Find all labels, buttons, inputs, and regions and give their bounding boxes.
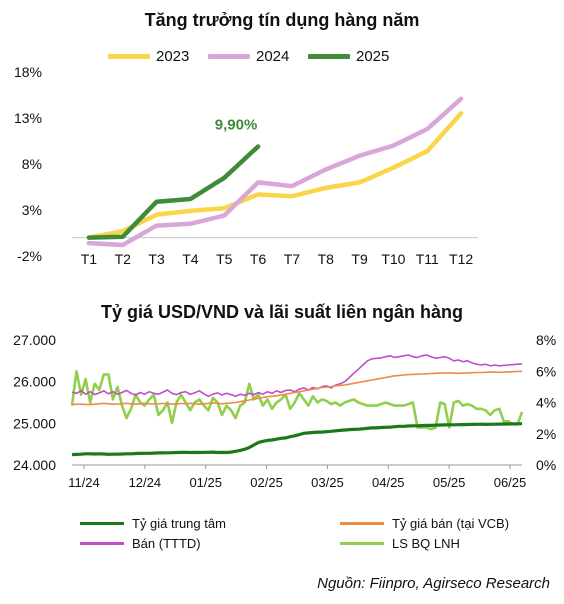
y-left-tick-label: 24.000 <box>13 457 56 473</box>
series-line-Bán (TTTD) <box>71 354 523 398</box>
series-line-2024 <box>86 96 464 248</box>
y-right-tick-label: 0% <box>536 457 556 473</box>
y-right-tick-label: 8% <box>536 332 556 348</box>
y-tick-label: 18% <box>14 64 42 80</box>
y-right-tick-label: 6% <box>536 363 556 379</box>
chart2-title: Tỷ giá USD/VND và lãi suất liên ngân hàn… <box>100 302 464 322</box>
series-line-Tỷ giá trung tâm <box>71 422 523 457</box>
x-tick-label: T5 <box>216 251 233 267</box>
legend-item-2024: 2024 <box>208 48 289 65</box>
chart1-plot: 18% 13% 8% 3% -2% T1 T2 T3 T4 T5 T6 T7 T8 T9 T10 T11 T12… <box>14 64 478 267</box>
legend-label-interbank-rate: LS BQ LNH <box>392 536 460 551</box>
legend-swatch-2024 <box>208 54 250 59</box>
x-tick-label: T10 <box>381 251 405 267</box>
legend-item-2023: 2023 <box>108 48 189 65</box>
chart1-title: Tăng trưởng tín dụng hàng năm <box>144 10 420 30</box>
series-line-2023 <box>86 111 464 240</box>
x-tick-label: T9 <box>351 251 368 267</box>
series-line-2025 <box>86 144 261 240</box>
x-tick-label: 05/25 <box>433 475 466 490</box>
x-tick-label: T8 <box>318 251 335 267</box>
legend-item-central-rate: Tỷ giá trung tâm <box>80 516 226 531</box>
fx-interbank-chart: Tỷ giá USD/VND và lãi suất liên ngân hàn… <box>0 290 564 560</box>
x-tick-label: 03/25 <box>311 475 344 490</box>
x-tick-label: T7 <box>284 251 301 267</box>
legend-label-tttd-rate: Bán (TTTD) <box>132 536 201 551</box>
legend-label-2023: 2023 <box>156 48 190 65</box>
x-tick-label: 12/24 <box>129 475 162 490</box>
legend-item-vcb-rate: Tỷ giá bán (tại VCB) <box>340 516 509 531</box>
x-tick-label: 04/25 <box>372 475 405 490</box>
y-left-tick-label: 25.000 <box>13 415 56 431</box>
legend-swatch-central-rate <box>80 522 124 525</box>
legend-label-2025: 2025 <box>356 48 390 65</box>
legend-label-2024: 2024 <box>256 48 290 65</box>
y-tick-label: 8% <box>22 156 42 172</box>
x-tick-label: T1 <box>81 251 98 267</box>
legend-item-tttd-rate: Bán (TTTD) <box>80 536 201 551</box>
x-tick-label: T6 <box>250 251 267 267</box>
series-line-Tỷ giá bán (tại VCB) <box>71 370 523 406</box>
annotation-label: 9,90% <box>215 117 258 134</box>
legend-swatch-2023 <box>108 54 150 59</box>
y-left-tick-label: 26.000 <box>13 374 56 390</box>
y-tick-label: 3% <box>22 202 42 218</box>
series-line-LS BQ LNH <box>70 370 524 431</box>
y-right-tick-label: 2% <box>536 426 556 442</box>
x-tick-label: T11 <box>416 251 439 267</box>
source-note: Nguồn: Fiinpro, Agirseco Research <box>317 575 550 592</box>
chart2-plot: 27.000 26.000 25.000 24.000 8% 6% 4% 2% 0% 11/24 1… <box>13 332 556 490</box>
x-tick-label: 11/24 <box>68 475 100 490</box>
chart2-legend: Tỷ giá trung tâm Tỷ giá bán (tại VCB) Bá… <box>0 516 564 556</box>
x-tick-label: T4 <box>182 251 199 267</box>
x-tick-label: T3 <box>148 251 165 267</box>
legend-swatch-tttd-rate <box>80 542 124 545</box>
legend-item-interbank-rate: LS BQ LNH <box>340 536 460 551</box>
credit-growth-chart: Tăng trưởng tín dụng hàng năm 2023 2024 … <box>0 0 564 280</box>
x-tick-label: 02/25 <box>250 475 283 490</box>
chart1-legend: 2023 2024 2025 <box>0 48 564 68</box>
x-tick-label: 06/25 <box>494 475 527 490</box>
y-left-tick-label: 27.000 <box>13 332 56 348</box>
x-tick-label: T12 <box>449 251 473 267</box>
x-tick-label: T2 <box>115 251 132 267</box>
x-tick-label: 01/25 <box>189 475 222 490</box>
y-right-tick-label: 4% <box>536 395 556 411</box>
legend-label-vcb-rate: Tỷ giá bán (tại VCB) <box>392 516 510 531</box>
y-tick-label: 13% <box>14 110 42 126</box>
legend-label-central-rate: Tỷ giá trung tâm <box>132 516 226 531</box>
legend-swatch-2025 <box>308 54 350 59</box>
legend-item-2025: 2025 <box>308 48 389 65</box>
legend-swatch-vcb-rate <box>340 522 384 525</box>
y-tick-label: -2% <box>17 248 42 264</box>
legend-swatch-interbank-rate <box>340 542 384 545</box>
